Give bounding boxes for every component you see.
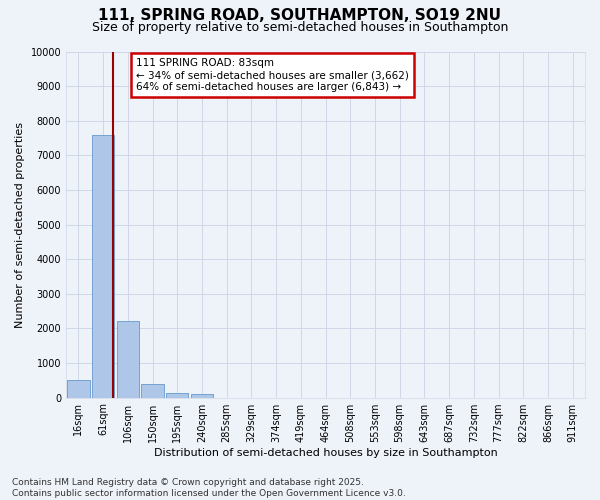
Bar [92,134,114,398]
X-axis label: Distribution of semi-detached houses by size in Southampton: Distribution of semi-detached houses by … [154,448,497,458]
Y-axis label: Number of semi-detached properties: Number of semi-detached properties [15,122,25,328]
Text: 111, SPRING ROAD, SOUTHAMPTON, SO19 2NU: 111, SPRING ROAD, SOUTHAMPTON, SO19 2NU [98,8,502,22]
Bar [117,322,139,398]
Bar [67,380,89,398]
Bar [142,384,164,398]
Bar [191,394,213,398]
Text: Size of property relative to semi-detached houses in Southampton: Size of property relative to semi-detach… [92,21,508,34]
Bar [166,393,188,398]
Text: Contains HM Land Registry data © Crown copyright and database right 2025.
Contai: Contains HM Land Registry data © Crown c… [12,478,406,498]
Text: 111 SPRING ROAD: 83sqm
← 34% of semi-detached houses are smaller (3,662)
64% of : 111 SPRING ROAD: 83sqm ← 34% of semi-det… [136,58,409,92]
